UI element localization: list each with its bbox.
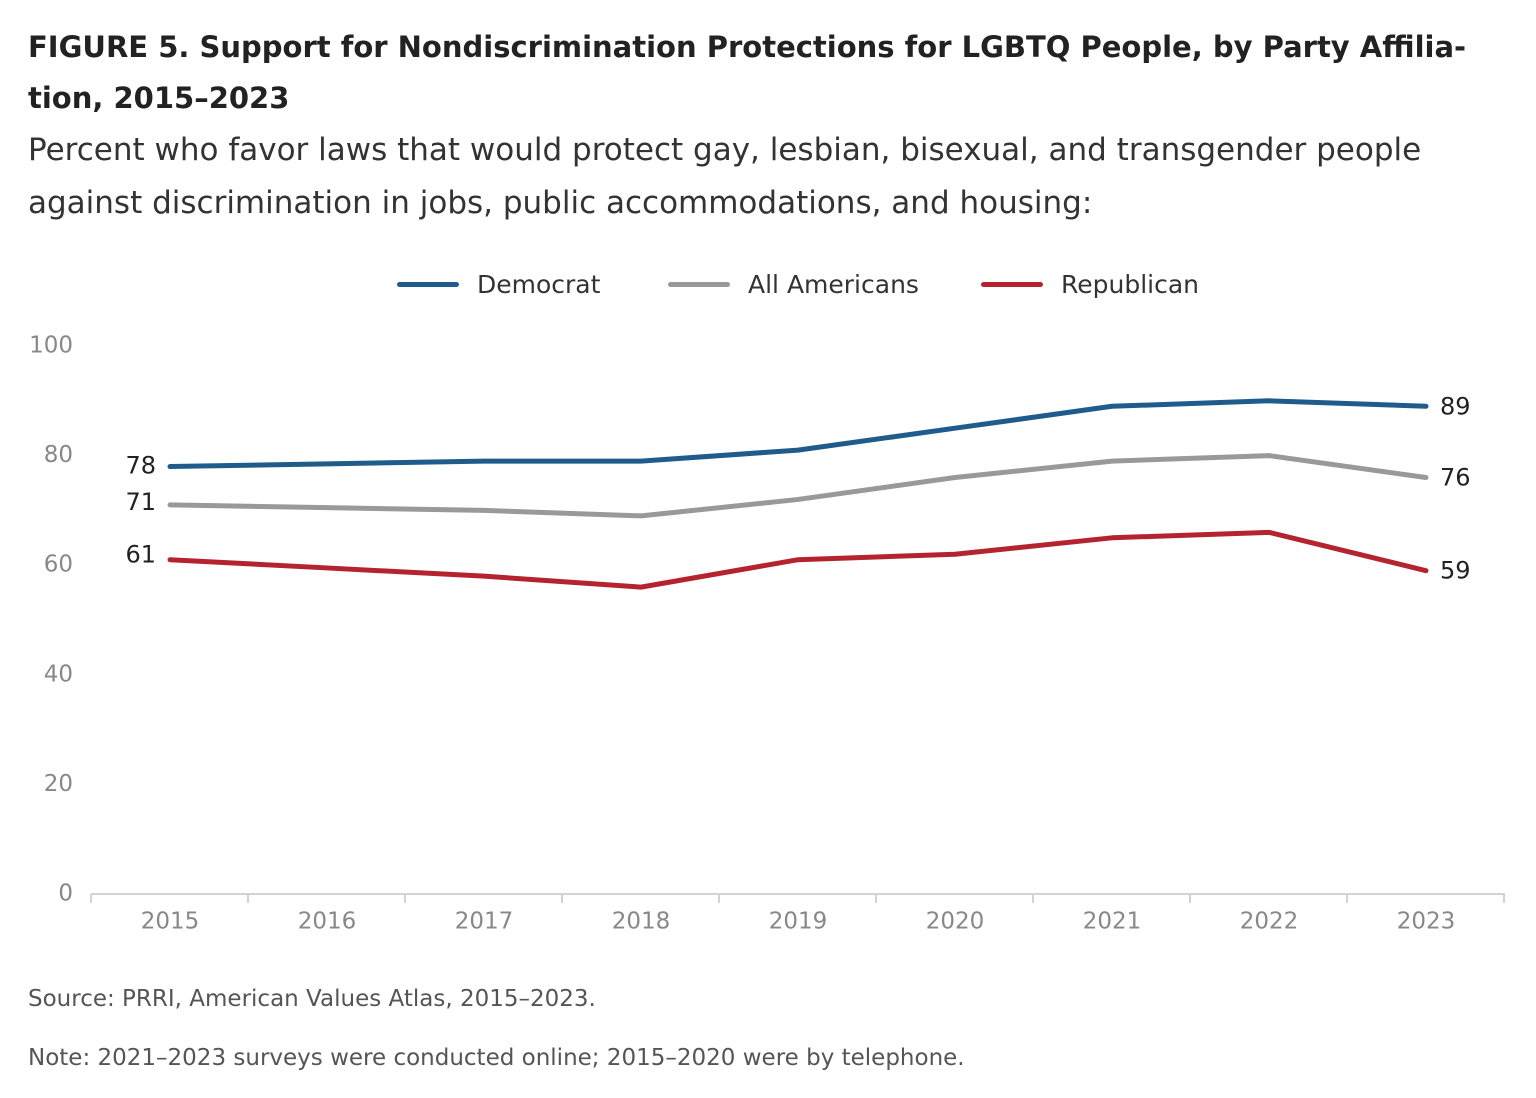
data-label-end: 59	[1440, 557, 1471, 585]
series-line-all-americans	[167, 453, 1429, 519]
legend-swatch-all-americans	[668, 281, 730, 287]
y-tick-label: 40	[44, 661, 73, 687]
legend-label-democrat: Democrat	[477, 269, 601, 299]
y-tick-label: 100	[29, 333, 73, 359]
series-line-republican	[167, 529, 1429, 590]
x-tick-label: 2016	[298, 909, 357, 935]
x-tick-label: 2020	[926, 909, 985, 935]
x-tick-label: 2021	[1083, 909, 1142, 935]
legend-item-all-americans: All Americans	[668, 262, 919, 306]
x-tick-label: 2019	[769, 909, 828, 935]
x-tick-label: 2018	[612, 909, 671, 935]
y-tick-label: 0	[58, 881, 73, 907]
chart-subtitle: Percent who favor laws that would protec…	[28, 132, 1422, 221]
chart-title-line-1: FIGURE 5. Support for Nondiscrimination …	[28, 30, 1467, 64]
series-line-democrat	[167, 398, 1429, 470]
data-label-end: 89	[1440, 392, 1471, 420]
legend-swatch-republican	[981, 281, 1043, 287]
source-note: Source: PRRI, American Values Atlas, 201…	[28, 986, 596, 1012]
x-tick-label: 2015	[141, 909, 200, 935]
legend-item-republican: Republican	[981, 262, 1199, 306]
chart-legend: Democrat All Americans Republican	[0, 262, 1536, 306]
y-tick-label: 60	[44, 552, 73, 578]
y-tick-label: 80	[44, 442, 73, 468]
footnote: Note: 2021–2023 surveys were conducted o…	[28, 1045, 965, 1071]
legend-label-republican: Republican	[1061, 269, 1200, 299]
data-label-start: 71	[125, 488, 156, 516]
chart-title: FIGURE 5. Support for Nondiscrimination …	[28, 22, 1508, 124]
chart-title-line-2: tion, 2015–2023	[28, 81, 290, 115]
y-tick-label: 20	[44, 771, 73, 797]
legend-label-all-americans: All Americans	[748, 269, 919, 299]
legend-item-democrat: Democrat	[397, 262, 600, 306]
legend-swatch-democrat	[397, 281, 459, 287]
line-chart: 0 20 40 60 80 100 2015 2016 2017 2018 2019 2020 2021…	[29, 333, 1505, 935]
data-label-start: 61	[125, 541, 156, 569]
x-tick-label: 2022	[1240, 909, 1299, 935]
data-label-end: 76	[1440, 464, 1471, 492]
x-tick-label: 2017	[455, 909, 514, 935]
data-label-start: 78	[125, 452, 156, 480]
x-tick-label: 2023	[1397, 909, 1456, 935]
